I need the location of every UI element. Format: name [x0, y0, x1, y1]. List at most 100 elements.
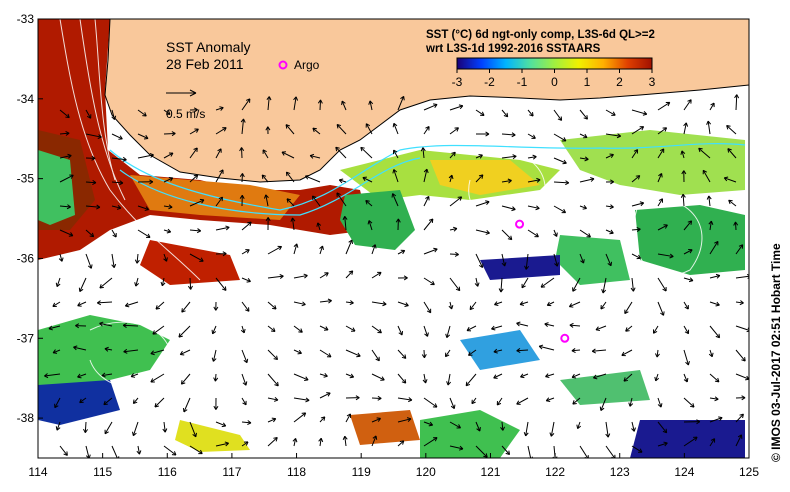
- current-vector: [723, 176, 737, 183]
- current-vector: [655, 349, 660, 358]
- current-vector: [85, 229, 95, 238]
- current-vector: [215, 441, 229, 447]
- sst-orange-south: [350, 410, 420, 445]
- current-vector: [371, 271, 382, 279]
- current-vector: [97, 300, 113, 306]
- current-vector: [241, 420, 252, 426]
- credit-text: © IMOS 03-Jul-2017 02:51 Hobart Time: [769, 243, 783, 462]
- current-vector: [475, 131, 490, 137]
- current-vector: [568, 301, 581, 308]
- map-date: 28 Feb 2011: [166, 56, 244, 72]
- current-vector: [449, 151, 456, 159]
- x-tick-label: 119: [352, 465, 371, 479]
- current-vector: [709, 325, 721, 339]
- current-vector: [422, 373, 428, 384]
- current-vector: [336, 123, 347, 135]
- current-vector: [683, 301, 689, 310]
- current-vector: [391, 193, 399, 207]
- current-vector: [59, 109, 70, 119]
- sst-green-southwest: [38, 315, 170, 395]
- colorbar-tick-label: -3: [452, 75, 463, 89]
- current-vector: [215, 421, 227, 428]
- current-vector: [657, 198, 664, 207]
- current-vector: [137, 205, 150, 211]
- current-vector: [631, 201, 645, 207]
- y-tick-label: -33: [17, 12, 35, 26]
- x-tick-label: 117: [222, 465, 241, 479]
- current-vector: [59, 229, 74, 237]
- current-vector: [265, 217, 271, 231]
- current-vector: [345, 325, 356, 332]
- current-vector: [449, 104, 464, 111]
- current-vector: [605, 421, 611, 438]
- current-vector: [85, 253, 93, 269]
- contour-line: [94, 19, 116, 181]
- current-vector: [79, 397, 87, 404]
- current-vector: [527, 229, 539, 238]
- current-vector: [293, 373, 309, 381]
- current-vector: [579, 156, 589, 162]
- current-vector: [292, 438, 298, 447]
- current-vector: [466, 325, 477, 332]
- current-vector: [136, 445, 142, 455]
- current-vector: [55, 421, 61, 431]
- current-vector: [631, 109, 648, 116]
- current-vector: [345, 373, 355, 379]
- current-vector: [215, 277, 227, 291]
- current-vector: [83, 421, 88, 433]
- current-vector: [449, 196, 463, 207]
- current-vector: [99, 321, 113, 327]
- plot-area: [38, 19, 749, 458]
- current-vector: [85, 133, 102, 139]
- current-vector: [122, 323, 139, 328]
- current-vector: [654, 373, 660, 382]
- current-vector: [189, 198, 205, 207]
- current-vector: [77, 373, 87, 379]
- current-vector: [728, 199, 737, 207]
- current-vector: [605, 109, 616, 116]
- current-vector: [163, 176, 174, 183]
- current-vector: [493, 348, 503, 354]
- current-vector: [267, 301, 277, 310]
- current-vector: [423, 301, 432, 314]
- current-vector: [111, 133, 123, 140]
- current-vector: [261, 174, 269, 183]
- current-vector: [293, 349, 302, 355]
- colorbar-scale: [456, 57, 653, 70]
- argo-floats: [515, 219, 570, 343]
- current-vector: [267, 274, 284, 279]
- current-vector: [240, 118, 246, 135]
- colorbar-tick-label: 1: [584, 75, 591, 89]
- current-vector: [623, 373, 633, 382]
- current-vector: [392, 149, 399, 159]
- current-vector: [494, 301, 503, 306]
- current-vector: [527, 177, 541, 183]
- current-vector: [553, 180, 570, 186]
- x-tick-label: 125: [739, 465, 759, 479]
- current-vector: [544, 322, 555, 327]
- current-vector: [397, 249, 406, 255]
- current-vector: [591, 348, 607, 354]
- current-vector: [733, 221, 739, 231]
- x-tick-label: 121: [480, 465, 500, 479]
- current-vector: [131, 421, 139, 437]
- current-vector: [475, 445, 488, 458]
- current-vector: [527, 205, 540, 211]
- current-vector: [104, 346, 113, 352]
- current-vector: [709, 301, 720, 307]
- current-vector: [85, 155, 96, 161]
- current-vector: [241, 277, 251, 283]
- current-vector: [59, 130, 70, 136]
- current-vector: [501, 445, 511, 456]
- current-vector: [211, 349, 217, 362]
- current-vector: [342, 435, 348, 447]
- current-vector: [52, 301, 61, 307]
- current-vector: [152, 325, 165, 335]
- current-vector: [213, 397, 219, 410]
- y-axis: -33 -34 -35 -36 -37 -38: [17, 12, 43, 425]
- current-vector: [319, 392, 331, 399]
- current-vector: [501, 229, 513, 241]
- current-vector: [73, 345, 87, 351]
- current-vector: [371, 417, 381, 423]
- current-vector: [735, 395, 746, 401]
